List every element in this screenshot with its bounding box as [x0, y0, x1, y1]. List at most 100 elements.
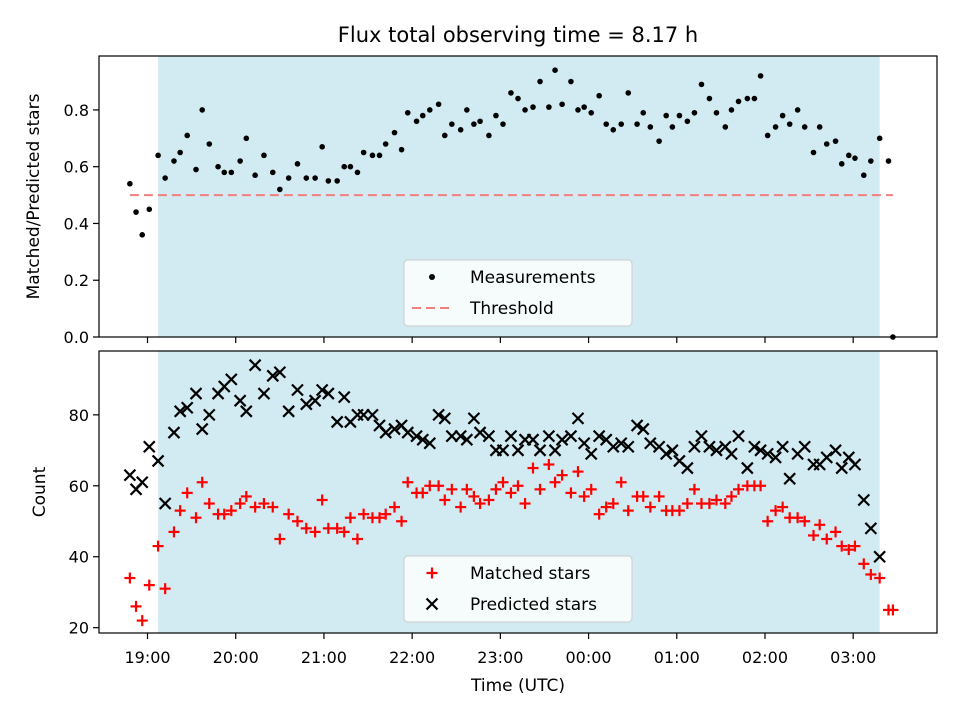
predicted-star-point [748, 440, 761, 454]
matched-star-point [792, 512, 804, 524]
predicted-star-point [703, 440, 716, 454]
matched-star-point [527, 462, 539, 474]
measurement-point [816, 124, 823, 130]
measurement-point [457, 126, 464, 133]
legend-box [403, 555, 633, 623]
matched-star-point [455, 501, 467, 513]
matched-star-point [519, 498, 531, 510]
matched-star-point [483, 494, 495, 506]
measurement-point [581, 104, 587, 110]
legend-label: Matched stars [470, 564, 590, 584]
measurement-point [449, 121, 455, 127]
measurement-point [522, 107, 528, 113]
y-tick-label: 0.2 [64, 271, 89, 290]
x-tick-label: 01:00 [654, 648, 700, 667]
predicted-star-point [180, 401, 194, 415]
measurement-point [552, 67, 558, 73]
matched-star-point [821, 533, 833, 545]
predicted-star-point [732, 429, 745, 443]
predicted-star-point [555, 433, 569, 446]
y-tick-label: 40 [69, 548, 89, 567]
matched-star-point [351, 533, 363, 545]
measurement-point [319, 144, 325, 150]
measurement-point [354, 169, 361, 176]
matched-star-point [644, 501, 656, 513]
predicted-star-point [366, 408, 379, 422]
measurement-point [868, 158, 874, 164]
measurement-point [382, 141, 389, 147]
matched-star-point [762, 515, 774, 527]
y-tick-label: 80 [69, 406, 89, 425]
measurement-point [656, 138, 662, 144]
measurement-point [537, 78, 543, 85]
measurement-point [404, 109, 411, 116]
x-tick-label: 21:00 [301, 648, 347, 667]
measurement-point [786, 121, 793, 127]
measurement-point [801, 124, 808, 130]
measurement-point [285, 175, 292, 181]
measurement-point [684, 118, 691, 125]
measurement-point [838, 161, 845, 167]
x-tick-label: 23:00 [477, 648, 523, 667]
legend-label: Measurements [470, 268, 596, 288]
x-tick-label: 19:00 [124, 648, 170, 667]
measurement-point [171, 158, 177, 164]
measurement-point [146, 206, 153, 213]
measurement-point [713, 109, 720, 116]
predicted-star-point [266, 369, 280, 383]
predicted-star-point [388, 422, 401, 436]
predicted-star-point [769, 451, 782, 464]
measurement-point [735, 98, 742, 105]
matched-star-point [433, 480, 445, 492]
measurement-point [347, 163, 354, 170]
measurement-point [243, 135, 250, 142]
predicted-star-point [315, 383, 329, 397]
matched-star-point [374, 512, 386, 524]
matched-star-point [836, 540, 848, 552]
predicted-star-point [337, 390, 351, 404]
measurement-point [162, 175, 168, 181]
matched-star-point [755, 480, 767, 492]
predicted-star-point [630, 419, 644, 432]
matched-star-point [152, 540, 164, 552]
matched-star-point [439, 494, 451, 506]
time-x-axis: 19:00 20:00 21:00 22:00 23:00 00:00 01:00 02:00… [124, 633, 876, 667]
predicted-star-point [829, 444, 842, 457]
predicted-star-point [273, 366, 287, 379]
measurement-point [294, 161, 301, 167]
measurement-point [810, 149, 817, 156]
measurement-point [325, 178, 332, 184]
measurement-point [588, 109, 595, 116]
predicted-star-point [135, 475, 149, 489]
measurement-point [610, 126, 617, 133]
x-tick-label: 00:00 [566, 648, 612, 667]
matched-star-point [849, 540, 861, 552]
count-panel: 20 40 60 80 19:00 20:00 21:00 22:00 23:00 00:00 0… [30, 350, 938, 696]
matched-star-point [331, 522, 343, 534]
measurement-point [435, 101, 442, 108]
matched-star-point [338, 526, 350, 538]
predicted-star-point [473, 426, 487, 439]
matched-star-point [316, 494, 328, 506]
measurement-point [625, 90, 632, 96]
matched-star-point [159, 583, 171, 595]
predicted-star-point [504, 429, 518, 443]
matched-star-point [865, 568, 877, 580]
predicted-star-point [564, 429, 578, 443]
measurement-point [206, 141, 213, 147]
predicted-star-point [857, 493, 871, 507]
matched-star-point [703, 498, 715, 510]
count-legend: Matched stars Predicted stars [403, 555, 633, 623]
predicted-star-point [776, 440, 789, 454]
measurement-point [530, 104, 536, 110]
y-tick-label: 0.6 [64, 158, 89, 177]
measurement-point [876, 135, 883, 142]
measurement-point [794, 107, 801, 113]
measurement-point [360, 149, 367, 156]
predicted-star-point [542, 429, 556, 443]
measurement-point [277, 186, 283, 193]
measurement-point [779, 112, 786, 119]
predicted-star-point [741, 461, 754, 475]
measurement-point [568, 78, 574, 85]
